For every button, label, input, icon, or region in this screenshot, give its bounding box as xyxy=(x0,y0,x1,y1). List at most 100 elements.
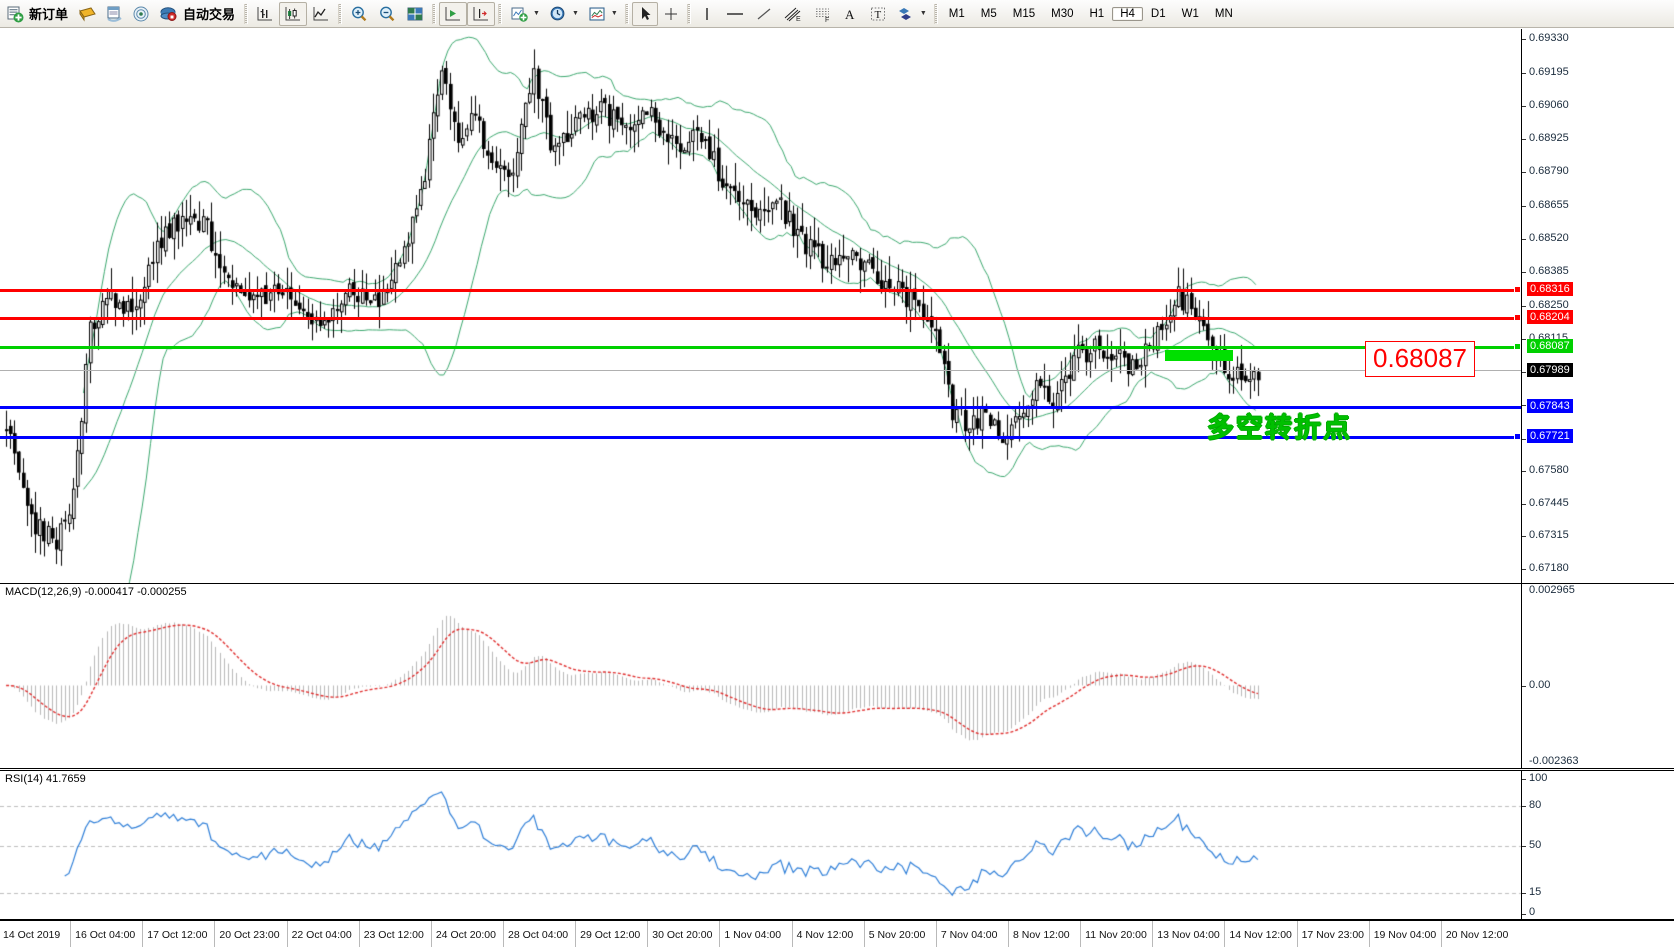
price-level-tag[interactable]: 0.67721 xyxy=(1527,429,1573,444)
rsi-panel[interactable]: RSI(14) 41.7659 100 80 50 15 0 xyxy=(0,770,1674,920)
price-chart-canvas[interactable] xyxy=(0,29,1521,583)
chevron-down-icon[interactable]: ▼ xyxy=(610,10,618,17)
time-axis-separator xyxy=(70,921,72,947)
timeframe-w1[interactable]: W1 xyxy=(1181,7,1199,20)
timeframe-d1[interactable]: D1 xyxy=(1150,7,1166,20)
navigator-button[interactable] xyxy=(128,2,155,26)
price-level-line-support[interactable] xyxy=(0,345,1521,349)
price-level-line-support[interactable] xyxy=(0,436,1521,440)
price-level-tag[interactable]: 0.67843 xyxy=(1527,398,1573,413)
data-window-button[interactable] xyxy=(101,2,128,26)
vertical-line-button[interactable] xyxy=(694,2,720,26)
time-axis-label: 16 Oct 04:00 xyxy=(75,929,136,941)
price-level-tag[interactable]: 0.68316 xyxy=(1527,282,1573,297)
price-level-line-resistance[interactable] xyxy=(0,289,1521,293)
toolbar-separator xyxy=(244,3,249,24)
price-callout[interactable]: 0.68087 xyxy=(1365,341,1475,377)
trendline-button[interactable] xyxy=(750,2,778,26)
bar-chart-icon xyxy=(257,6,273,20)
timeframe-h1[interactable]: H1 xyxy=(1089,7,1105,20)
price-level-anchor[interactable] xyxy=(1514,433,1521,441)
price-tick xyxy=(1522,205,1526,207)
macd-axis-label: 0.002965 xyxy=(1529,584,1575,596)
text-label-button[interactable]: A xyxy=(838,2,864,26)
time-axis-label: 30 Oct 20:00 xyxy=(652,929,713,941)
time-axis-separator xyxy=(286,921,288,947)
new-order-button[interactable]: 新订单 xyxy=(2,2,74,26)
price-level-line-bid[interactable] xyxy=(0,369,1521,371)
templates-button[interactable]: ▼ xyxy=(583,2,622,26)
toolbar-separator xyxy=(338,3,343,24)
zoom-in-button[interactable] xyxy=(345,2,373,26)
price-level-tag[interactable]: 0.67989 xyxy=(1527,362,1573,377)
line-chart-button[interactable] xyxy=(307,2,335,26)
cursor-icon xyxy=(641,6,651,20)
support-zone-highlight[interactable] xyxy=(1165,350,1233,361)
svg-text:E: E xyxy=(796,16,801,23)
horizontal-line-button[interactable] xyxy=(720,2,750,26)
price-tick xyxy=(1522,172,1526,174)
price-axis-label: 0.69060 xyxy=(1529,98,1569,111)
terminal-icon xyxy=(79,6,96,22)
line-chart-icon xyxy=(313,6,329,20)
time-axis-label: 17 Oct 12:00 xyxy=(147,929,208,941)
svg-text:T: T xyxy=(874,9,881,21)
price-level-tag[interactable]: 0.68087 xyxy=(1527,338,1573,353)
text-button[interactable]: T xyxy=(864,2,892,26)
price-axis-label: 0.68790 xyxy=(1529,165,1569,178)
price-level-anchor[interactable] xyxy=(1514,313,1521,321)
turning-point-annotation[interactable]: 多空转折点 xyxy=(1207,413,1352,444)
timeframe-m1[interactable]: M1 xyxy=(948,7,965,20)
price-tick xyxy=(1522,405,1526,407)
price-tick xyxy=(1522,39,1526,41)
timeframe-mn[interactable]: MN xyxy=(1214,7,1233,20)
price-level-line-resistance[interactable] xyxy=(0,316,1521,320)
timeframe-m5[interactable]: M5 xyxy=(980,7,997,20)
macd-panel[interactable]: MACD(12,26,9) -0.000417 -0.000255 0.0029… xyxy=(0,583,1674,769)
time-axis[interactable]: 14 Oct 2019 16 Oct 04:00 17 Oct 12:00 20 Oc… xyxy=(0,920,1674,947)
cursor-button[interactable] xyxy=(631,1,658,26)
auto-trading-button[interactable]: 自动交易 xyxy=(155,2,241,26)
rsi-tick xyxy=(1522,846,1526,848)
candlestick-chart-button[interactable] xyxy=(279,1,308,26)
crosshair-button[interactable] xyxy=(658,2,684,26)
timeframe-h4[interactable]: H4 xyxy=(1112,6,1143,21)
terminal-button[interactable] xyxy=(74,2,101,26)
price-level-tag[interactable]: 0.68204 xyxy=(1527,309,1573,324)
chevron-down-icon[interactable]: ▼ xyxy=(571,10,579,17)
fibonacci-button[interactable]: F xyxy=(808,2,838,26)
timeframe-m15[interactable]: M15 xyxy=(1012,7,1036,20)
price-level-line-support[interactable] xyxy=(0,405,1521,409)
scroll-end-button[interactable] xyxy=(439,1,468,26)
text-icon: T xyxy=(870,7,885,21)
tile-windows-button[interactable] xyxy=(401,2,429,26)
auto-trading-icon xyxy=(160,6,177,21)
time-axis-separator xyxy=(863,921,865,947)
chevron-down-icon[interactable]: ▼ xyxy=(533,10,540,17)
scroll-end-icon xyxy=(445,6,461,20)
bar-chart-button[interactable] xyxy=(251,2,279,26)
indicators-button[interactable]: ▼ xyxy=(505,2,544,26)
zoom-out-button[interactable] xyxy=(373,2,401,26)
chevron-down-icon[interactable]: ▼ xyxy=(919,10,927,17)
price-tick xyxy=(1522,239,1526,241)
macd-canvas[interactable] xyxy=(0,584,1521,768)
price-level-anchor[interactable] xyxy=(1514,342,1521,350)
price-level-anchor[interactable] xyxy=(1514,286,1521,294)
chart-shift-button[interactable] xyxy=(467,1,496,26)
period-button[interactable]: ▼ xyxy=(544,2,583,26)
toolbar-separator xyxy=(933,3,938,24)
time-axis-label: 4 Nov 12:00 xyxy=(796,929,854,941)
price-chart-panel[interactable]: 0.69330 0.69195 0.69060 0.68925 0.68790 0.686… xyxy=(0,29,1674,584)
time-axis-label: 14 Nov 12:00 xyxy=(1229,929,1292,941)
timeframe-m30[interactable]: M30 xyxy=(1051,7,1074,20)
horizontal-line-icon xyxy=(726,12,743,15)
rsi-canvas[interactable] xyxy=(0,771,1521,919)
equidistant-channel-button[interactable]: E xyxy=(778,2,808,26)
svg-text:F: F xyxy=(825,17,829,23)
objects-button[interactable]: ▼ xyxy=(892,2,931,26)
time-axis-label: 24 Oct 20:00 xyxy=(435,929,496,941)
time-axis-label: 28 Oct 04:00 xyxy=(508,929,569,941)
price-tick xyxy=(1522,470,1526,472)
time-axis-separator xyxy=(1008,921,1009,947)
